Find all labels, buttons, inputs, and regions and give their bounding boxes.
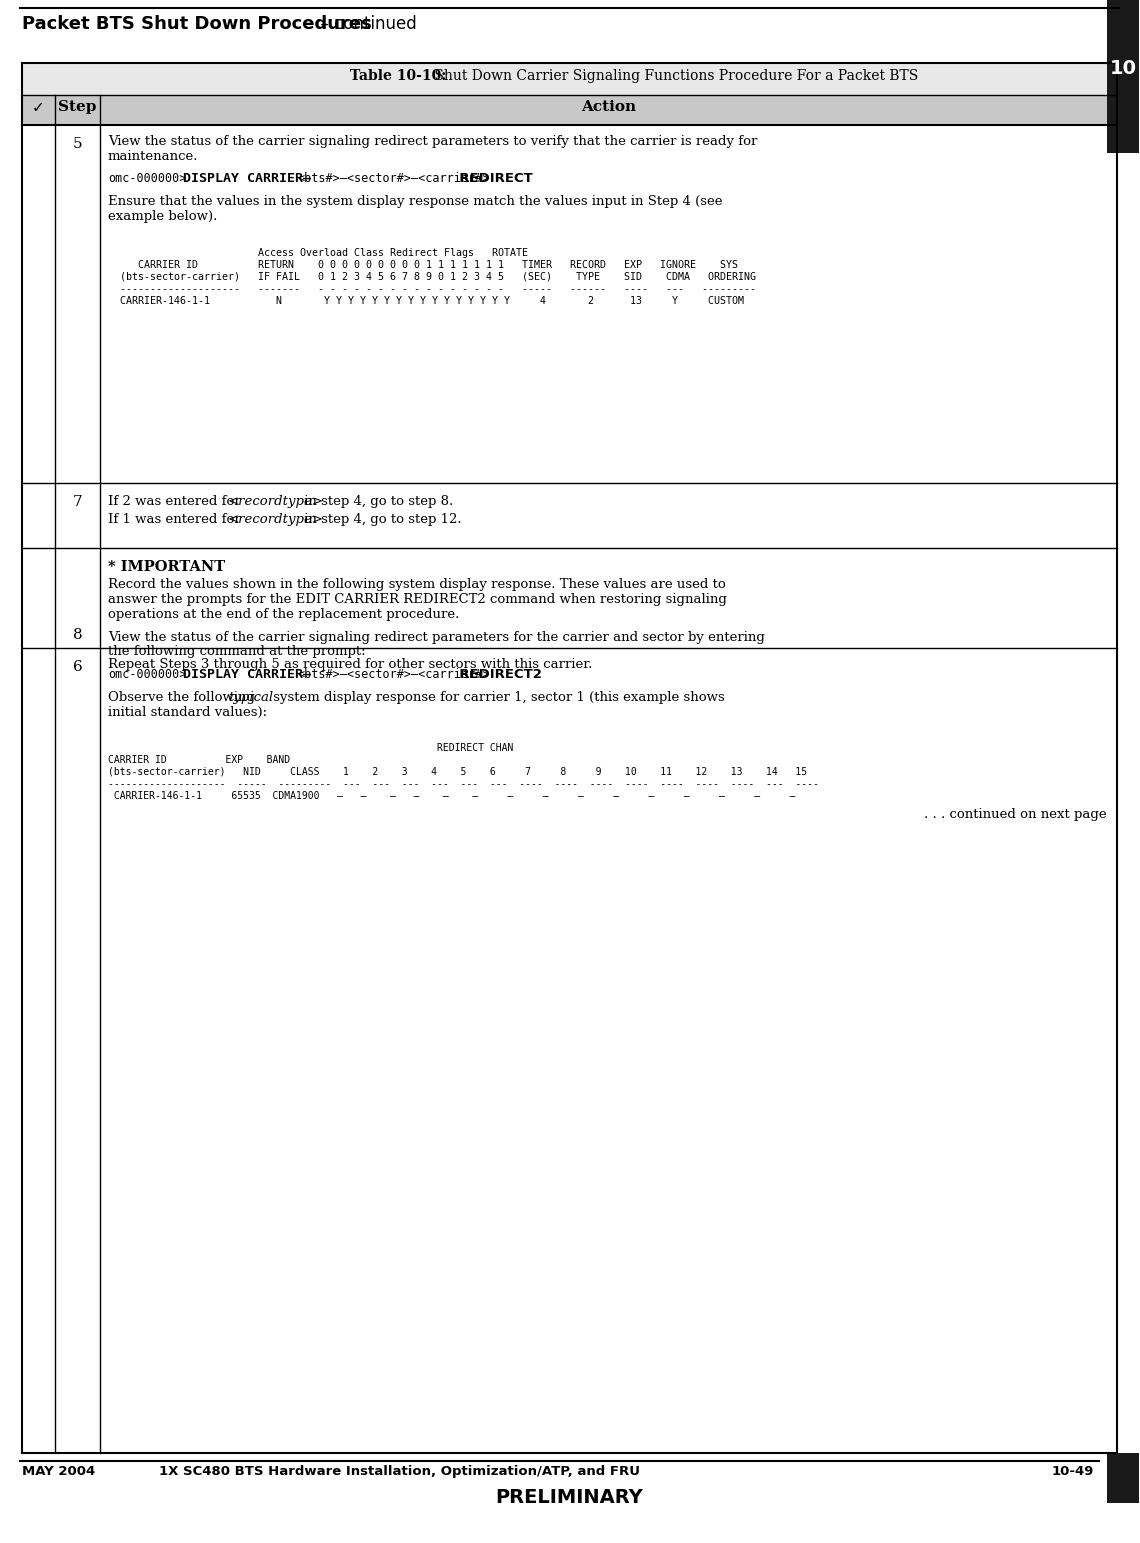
Text: Ensure that the values in the system display response match the values input in : Ensure that the values in the system dis… (108, 194, 723, 208)
Text: 6: 6 (73, 660, 82, 674)
Text: Record the values shown in the following system display response. These values a: Record the values shown in the following… (108, 579, 726, 591)
Text: Table 10-10:: Table 10-10: (350, 69, 446, 83)
Text: DISPLAY CARRIER–: DISPLAY CARRIER– (182, 173, 311, 185)
Text: 1X SC480 BTS Hardware Installation, Optimization/ATP, and FRU: 1X SC480 BTS Hardware Installation, Opti… (160, 1464, 641, 1478)
Text: . . . continued on next page: . . . continued on next page (925, 809, 1107, 821)
Text: <bts#>–<sector#>–<carrier#>: <bts#>–<sector#>–<carrier#> (298, 668, 490, 680)
Text: typical: typical (229, 691, 274, 704)
Text: REDIRECT2: REDIRECT2 (449, 668, 542, 680)
Text: Shut Down Carrier Signaling Functions Procedure For a Packet BTS: Shut Down Carrier Signaling Functions Pr… (430, 69, 918, 83)
Text: 8: 8 (73, 628, 82, 642)
Text: PRELIMINARY: PRELIMINARY (496, 1487, 643, 1508)
Text: in step 4, go to step 8.: in step 4, go to step 8. (300, 495, 453, 508)
Polygon shape (1107, 0, 1139, 153)
Text: --------------------   -------   - - - - - - - - - - - - - - - -   -----   -----: -------------------- ------- - - - - - -… (108, 284, 756, 293)
Polygon shape (22, 96, 1117, 125)
Text: MAY 2004: MAY 2004 (22, 1464, 96, 1478)
Polygon shape (22, 63, 1117, 96)
Text: If 2 was entered for: If 2 was entered for (108, 495, 245, 508)
Polygon shape (1107, 1454, 1139, 1503)
Text: <recordtype>: <recordtype> (228, 512, 324, 526)
Text: (bts-sector-carrier)   IF FAIL   0 1 2 3 4 5 6 7 8 9 0 1 2 3 4 5   (SEC)    TYPE: (bts-sector-carrier) IF FAIL 0 1 2 3 4 5… (108, 272, 756, 281)
Text: Action: Action (581, 100, 636, 114)
Text: answer the prompts for the EDIT CARRIER REDIRECT2 command when restoring signali: answer the prompts for the EDIT CARRIER … (108, 593, 727, 606)
Text: Access Overload Class Redirect Flags   ROTATE: Access Overload Class Redirect Flags ROT… (108, 247, 528, 258)
Text: (bts-sector-carrier)   NID     CLASS    1    2    3    4    5    6     7     8  : (bts-sector-carrier) NID CLASS 1 2 3 4 5… (108, 767, 807, 778)
Text: --------------------  -----  ---------  ---  ---  ---  ---  ---  ---  ----  ----: -------------------- ----- --------- ---… (108, 779, 819, 788)
Text: omc-000000>: omc-000000> (108, 173, 186, 185)
Text: 10: 10 (1109, 59, 1137, 79)
Text: CARRIER ID          EXP    BAND: CARRIER ID EXP BAND (108, 755, 290, 765)
Text: 10-49: 10-49 (1051, 1464, 1094, 1478)
Text: ✓: ✓ (32, 100, 44, 116)
Text: View the status of the carrier signaling redirect parameters for the carrier and: View the status of the carrier signaling… (108, 631, 765, 643)
Text: Packet BTS Shut Down Procedures: Packet BTS Shut Down Procedures (22, 15, 372, 32)
Text: example below).: example below). (108, 210, 218, 224)
Text: <bts#>–<sector#>–<carrier#>: <bts#>–<sector#>–<carrier#> (298, 173, 490, 185)
Text: omc-000000>: omc-000000> (108, 668, 186, 680)
Text: CARRIER ID          RETURN    0 0 0 0 0 0 0 0 0 1 1 1 1 1 1 1   TIMER   RECORD  : CARRIER ID RETURN 0 0 0 0 0 0 0 0 0 1 1 … (108, 259, 738, 270)
Text: 7: 7 (73, 495, 82, 509)
Text: REDIRECT: REDIRECT (449, 173, 532, 185)
Text: maintenance.: maintenance. (108, 150, 198, 164)
Text: Observe the following: Observe the following (108, 691, 259, 704)
Text: Step: Step (58, 100, 97, 114)
Text: CARRIER-146-1-1     65535  CDMA1900   –   –    –   –    –    –     –     –     –: CARRIER-146-1-1 65535 CDMA1900 – – – – –… (108, 792, 796, 801)
Text: 5: 5 (73, 137, 82, 151)
Text: If 1 was entered for: If 1 was entered for (108, 512, 245, 526)
Text: * IMPORTANT: * IMPORTANT (108, 560, 225, 574)
Text: REDIRECT CHAN: REDIRECT CHAN (108, 744, 513, 753)
Text: – continued: – continued (310, 15, 416, 32)
Text: <recordtype>: <recordtype> (228, 495, 324, 508)
Text: View the status of the carrier signaling redirect parameters to verify that the : View the status of the carrier signaling… (108, 134, 757, 148)
Text: system display response for carrier 1, sector 1 (this example shows: system display response for carrier 1, s… (269, 691, 725, 704)
Text: DISPLAY CARRIER–: DISPLAY CARRIER– (182, 668, 311, 680)
Text: CARRIER-146-1-1           N       Y Y Y Y Y Y Y Y Y Y Y Y Y Y Y Y     4       2 : CARRIER-146-1-1 N Y Y Y Y Y Y Y Y Y Y Y … (108, 296, 744, 306)
Text: the following command at the prompt:: the following command at the prompt: (108, 645, 366, 659)
Text: in step 4, go to step 12.: in step 4, go to step 12. (300, 512, 462, 526)
Text: initial standard values):: initial standard values): (108, 705, 267, 719)
Text: operations at the end of the replacement procedure.: operations at the end of the replacement… (108, 608, 459, 620)
Text: Repeat Steps 3 through 5 as required for other sectors with this carrier.: Repeat Steps 3 through 5 as required for… (108, 657, 593, 671)
